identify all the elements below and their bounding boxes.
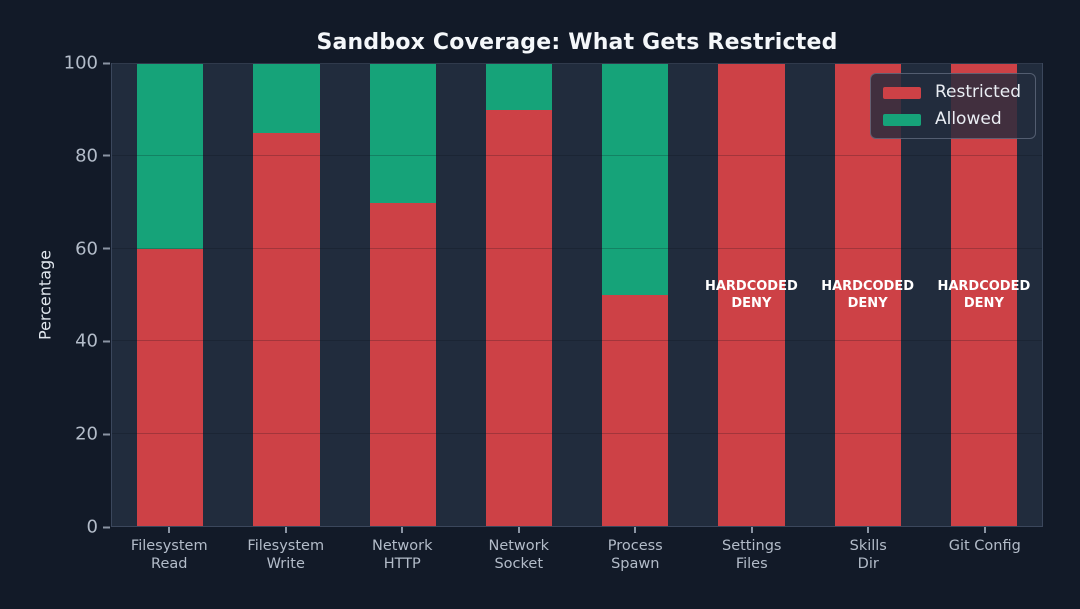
y-tick: 80 <box>75 145 110 166</box>
legend-swatch-restricted <box>882 86 921 99</box>
bar-segment-allowed <box>485 64 552 111</box>
legend-entry: Restricted <box>882 82 1021 102</box>
x-tick-label: Filesystem Read <box>130 538 208 572</box>
legend-swatch-allowed <box>882 113 921 126</box>
bar-segment-restricted <box>137 248 204 526</box>
x-tick: Filesystem Write <box>228 527 345 573</box>
y-tick: 100 <box>64 53 110 74</box>
x-tick-mark <box>750 527 753 533</box>
bar-slot <box>461 64 577 526</box>
x-tick-label: Settings Files <box>722 538 782 572</box>
y-tick: 20 <box>75 424 110 445</box>
y-tick-mark <box>103 340 110 343</box>
stacked-bar <box>834 64 901 526</box>
y-tick: 0 <box>87 517 110 538</box>
y-tick-label: 100 <box>63 52 98 74</box>
x-tick-label: Git Config <box>948 538 1021 554</box>
x-tick-mark <box>634 527 637 533</box>
x-tick-mark <box>517 527 520 533</box>
bar-segment-restricted <box>369 202 436 526</box>
x-axis: Filesystem Read Filesystem Write Network H… <box>111 527 1043 573</box>
bars-layer <box>112 64 1042 526</box>
bar-segment-allowed <box>602 64 669 295</box>
x-tick: Filesystem Read <box>111 527 228 573</box>
x-tick-mark <box>168 527 171 533</box>
plot-area: HARDCODED DENY HARDCODED DENY HARDCODED DE… <box>111 63 1043 527</box>
bar-slot <box>926 64 1042 526</box>
y-tick-mark <box>103 526 110 528</box>
bar-segment-restricted <box>485 110 552 526</box>
y-tick: 60 <box>75 238 110 259</box>
stacked-bar <box>485 64 552 526</box>
y-tick-mark <box>103 247 110 250</box>
chart-title: Sandbox Coverage: What Gets Restricted <box>316 30 838 55</box>
x-tick-label: Network HTTP <box>371 538 433 572</box>
y-axis: 0 20 40 60 80 100 <box>0 53 110 538</box>
bar-segment-restricted <box>950 64 1017 526</box>
y-tick-mark <box>103 154 110 157</box>
bar-segment-restricted <box>834 64 901 526</box>
stacked-bar <box>602 64 669 526</box>
bar-slot <box>112 64 228 526</box>
bar-segment-allowed <box>253 64 320 134</box>
bar-slot <box>345 64 461 526</box>
bar-slot <box>693 64 809 526</box>
x-tick: Git Config <box>927 527 1044 573</box>
legend: Restricted Allowed <box>869 73 1036 139</box>
bar-slot <box>228 64 344 526</box>
x-tick-label: Process Spawn <box>607 538 663 572</box>
bar-segment-restricted <box>253 133 320 526</box>
bar-slot <box>810 64 926 526</box>
stacked-bar <box>718 64 785 526</box>
legend-label: Allowed <box>934 109 1002 129</box>
y-tick-label: 60 <box>75 238 98 260</box>
y-tick-label: 0 <box>86 516 98 538</box>
y-tick-label: 80 <box>75 145 98 167</box>
legend-entry: Allowed <box>882 109 1021 129</box>
x-tick-mark <box>983 527 986 533</box>
y-tick-label: 20 <box>75 423 98 445</box>
bar-segment-allowed <box>137 64 204 249</box>
x-tick-mark <box>867 527 870 533</box>
bar-segment-allowed <box>369 64 436 203</box>
x-tick: Network Socket <box>461 527 578 573</box>
stacked-bar <box>950 64 1017 526</box>
y-tick-label: 40 <box>75 330 98 352</box>
y-tick-mark <box>103 62 110 64</box>
stacked-bar <box>253 64 320 526</box>
y-tick-mark <box>103 433 110 436</box>
bar-segment-restricted <box>718 64 785 526</box>
y-tick: 40 <box>75 331 110 352</box>
bar-segment-restricted <box>602 295 669 526</box>
x-tick-mark <box>401 527 404 533</box>
x-tick: Settings Files <box>694 527 811 573</box>
x-tick: Network HTTP <box>344 527 461 573</box>
x-tick-mark <box>284 527 287 533</box>
x-tick: Skills Dir <box>810 527 927 573</box>
x-tick-label: Filesystem Write <box>247 538 325 572</box>
legend-label: Restricted <box>934 82 1021 102</box>
stacked-bar <box>369 64 436 526</box>
x-tick-label: Skills Dir <box>849 538 887 572</box>
x-tick-label: Network Socket <box>488 538 550 572</box>
bar-slot <box>577 64 693 526</box>
x-tick: Process Spawn <box>577 527 694 573</box>
stacked-bar <box>137 64 204 526</box>
